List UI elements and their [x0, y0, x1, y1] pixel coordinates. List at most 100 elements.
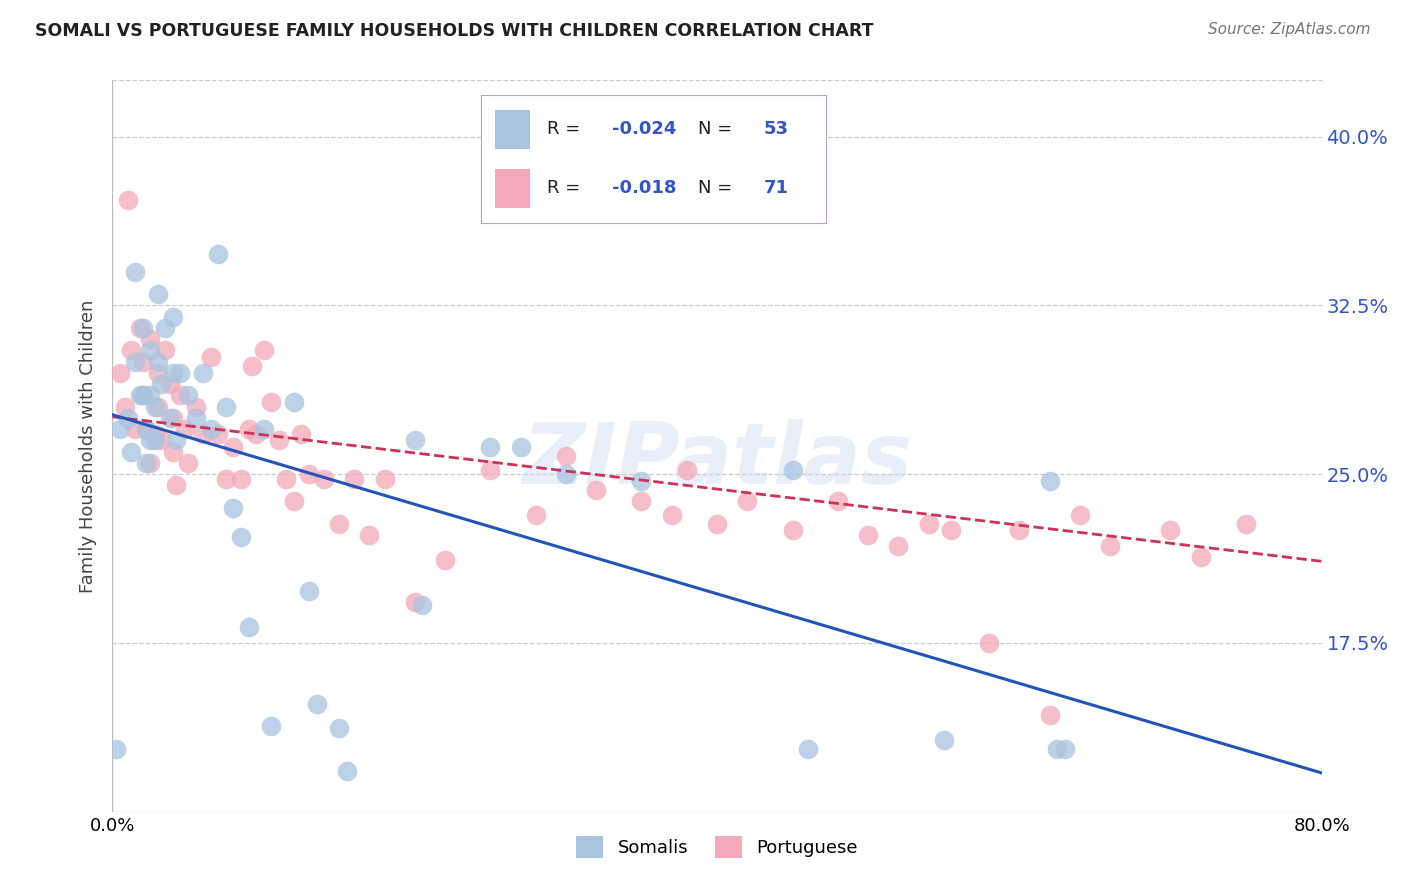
Text: Source: ZipAtlas.com: Source: ZipAtlas.com	[1208, 22, 1371, 37]
Point	[267, 434, 290, 448]
Point	[215, 472, 238, 486]
Legend: Somalis, Portuguese: Somalis, Portuguese	[568, 829, 866, 865]
Point	[433, 552, 456, 566]
Point	[191, 366, 214, 380]
Point	[165, 478, 187, 492]
Point	[114, 400, 136, 414]
Point	[1371, 141, 1393, 155]
Point	[139, 332, 162, 346]
Point	[139, 434, 162, 448]
Point	[146, 366, 169, 380]
Point	[918, 516, 941, 531]
Point	[120, 444, 142, 458]
Point	[155, 321, 177, 335]
Point	[782, 462, 804, 476]
Point	[238, 422, 260, 436]
Point	[143, 434, 166, 448]
Point	[177, 388, 200, 402]
Point	[169, 388, 191, 402]
Point	[305, 697, 328, 711]
Point	[524, 508, 547, 522]
Point	[253, 343, 276, 358]
Point	[120, 343, 142, 358]
Point	[135, 422, 157, 436]
Point	[585, 483, 607, 497]
Point	[374, 472, 396, 486]
Point	[108, 422, 131, 436]
Point	[1053, 741, 1076, 756]
Point	[509, 440, 531, 454]
Point	[200, 350, 222, 364]
Point	[298, 584, 321, 599]
Point	[132, 354, 155, 368]
Point	[1189, 550, 1212, 565]
Point	[162, 410, 184, 425]
Point	[132, 388, 155, 402]
Point	[796, 741, 818, 756]
Point	[200, 422, 222, 436]
Point	[661, 508, 683, 522]
Point	[314, 472, 336, 486]
Point	[283, 494, 305, 508]
Point	[630, 494, 652, 508]
Point	[149, 434, 172, 448]
Point	[146, 287, 169, 301]
Point	[706, 516, 728, 531]
Point	[240, 359, 263, 373]
Point	[260, 395, 283, 409]
Point	[941, 524, 963, 538]
Point	[146, 354, 169, 368]
Point	[207, 246, 229, 260]
Point	[328, 516, 350, 531]
Point	[222, 440, 245, 454]
Point	[675, 462, 697, 476]
Point	[135, 422, 157, 436]
Point	[298, 467, 321, 482]
Point	[856, 528, 880, 542]
Point	[143, 400, 166, 414]
Point	[229, 472, 252, 486]
Point	[245, 426, 267, 441]
Point	[630, 474, 652, 488]
Point	[184, 410, 207, 425]
Point	[132, 388, 155, 402]
Point	[479, 462, 502, 476]
Text: ZIPatlas: ZIPatlas	[522, 419, 912, 502]
Point	[411, 598, 433, 612]
Point	[1046, 741, 1069, 756]
Point	[215, 400, 238, 414]
Point	[343, 472, 366, 486]
Point	[159, 410, 181, 425]
Point	[276, 472, 298, 486]
Point	[404, 595, 426, 609]
Point	[139, 456, 162, 470]
Point	[737, 494, 759, 508]
Point	[162, 444, 184, 458]
Point	[155, 343, 177, 358]
Point	[977, 636, 1000, 650]
Point	[1098, 539, 1121, 553]
Point	[404, 434, 426, 448]
Point	[1159, 524, 1181, 538]
Point	[165, 434, 187, 448]
Point	[177, 456, 200, 470]
Point	[554, 467, 576, 482]
Point	[554, 449, 576, 463]
Point	[887, 539, 910, 553]
Point	[782, 524, 804, 538]
Point	[932, 732, 955, 747]
Point	[162, 310, 184, 324]
Point	[207, 426, 229, 441]
Point	[1008, 524, 1031, 538]
Point	[191, 426, 214, 441]
Point	[479, 440, 502, 454]
Point	[1069, 508, 1091, 522]
Point	[135, 456, 157, 470]
Point	[143, 426, 166, 441]
Point	[827, 494, 849, 508]
Point	[174, 422, 197, 436]
Point	[253, 422, 276, 436]
Point	[290, 426, 312, 441]
Point	[139, 343, 162, 358]
Point	[359, 528, 381, 542]
